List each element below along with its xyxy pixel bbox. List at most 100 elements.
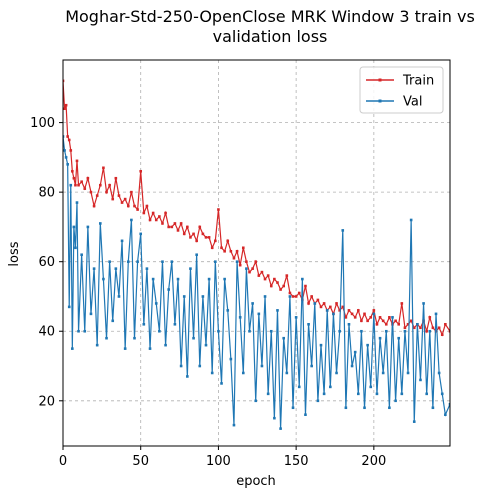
data-point bbox=[126, 204, 130, 208]
data-point bbox=[279, 427, 282, 430]
data-point bbox=[133, 336, 136, 340]
data-point bbox=[301, 277, 304, 281]
data-point bbox=[350, 312, 354, 316]
data-point bbox=[322, 302, 326, 305]
data-point bbox=[378, 336, 382, 340]
data-point bbox=[409, 319, 413, 323]
legend: Train Val bbox=[359, 66, 444, 114]
y-tick-label: 40 bbox=[38, 325, 55, 340]
data-point bbox=[260, 364, 264, 368]
data-point bbox=[145, 267, 149, 270]
data-point bbox=[403, 329, 407, 333]
data-point bbox=[204, 236, 208, 239]
data-point bbox=[74, 183, 77, 187]
data-point bbox=[363, 406, 366, 410]
data-point bbox=[72, 225, 76, 229]
data-point bbox=[66, 163, 69, 166]
data-point bbox=[92, 204, 96, 208]
data-point bbox=[223, 277, 226, 281]
data-point bbox=[77, 329, 80, 333]
data-point bbox=[409, 218, 413, 222]
data-point bbox=[75, 201, 79, 204]
data-point bbox=[210, 371, 214, 375]
data-point bbox=[154, 302, 158, 305]
data-point bbox=[67, 305, 71, 309]
data-point bbox=[136, 260, 139, 263]
legend-item-train: Train bbox=[366, 74, 434, 89]
data-point bbox=[92, 267, 96, 270]
data-point bbox=[263, 295, 267, 298]
data-point bbox=[89, 190, 93, 194]
data-point bbox=[440, 333, 444, 337]
data-point bbox=[397, 322, 401, 326]
data-point bbox=[307, 322, 310, 326]
data-point bbox=[381, 319, 385, 323]
data-point bbox=[329, 385, 332, 389]
data-point bbox=[80, 180, 83, 184]
data-point bbox=[192, 232, 195, 236]
data-point bbox=[316, 399, 320, 403]
data-point bbox=[285, 274, 289, 277]
data-point bbox=[111, 319, 115, 323]
series-line-train bbox=[63, 80, 450, 337]
data-point bbox=[294, 316, 298, 319]
data-point bbox=[384, 322, 388, 326]
data-point bbox=[448, 329, 450, 333]
data-point bbox=[86, 225, 90, 229]
data-point bbox=[369, 316, 373, 319]
data-point bbox=[86, 176, 90, 180]
data-point bbox=[372, 312, 376, 316]
data-point bbox=[416, 322, 419, 326]
x-tick-label: 150 bbox=[284, 454, 309, 469]
data-point bbox=[117, 194, 121, 197]
data-point bbox=[195, 253, 198, 257]
data-point bbox=[167, 288, 170, 291]
data-point bbox=[130, 218, 133, 222]
data-point bbox=[223, 249, 226, 253]
data-point bbox=[366, 343, 369, 347]
data-point bbox=[310, 295, 313, 298]
data-point bbox=[63, 107, 66, 110]
data-point bbox=[201, 232, 205, 236]
data-point bbox=[173, 222, 177, 225]
data-point bbox=[189, 236, 192, 239]
data-point bbox=[75, 159, 79, 163]
data-point bbox=[170, 260, 174, 263]
data-point bbox=[360, 319, 363, 323]
data-point bbox=[148, 347, 152, 350]
series-val bbox=[63, 135, 450, 430]
data-point bbox=[375, 322, 379, 326]
data-point bbox=[232, 256, 236, 260]
data-point bbox=[403, 326, 407, 330]
data-point bbox=[186, 375, 189, 378]
data-point bbox=[83, 187, 87, 190]
data-point bbox=[170, 225, 174, 229]
legend-marker bbox=[378, 99, 382, 103]
data-point bbox=[102, 166, 105, 170]
data-point bbox=[344, 316, 348, 319]
data-point bbox=[347, 309, 351, 312]
data-point bbox=[238, 316, 242, 319]
data-point bbox=[378, 316, 382, 319]
data-point bbox=[419, 378, 422, 382]
data-point bbox=[276, 309, 279, 312]
data-point bbox=[120, 239, 124, 243]
data-point bbox=[71, 347, 74, 350]
data-point bbox=[67, 138, 71, 142]
data-point bbox=[69, 149, 73, 152]
data-point bbox=[210, 246, 214, 250]
data-point bbox=[444, 322, 447, 326]
data-point bbox=[431, 326, 435, 330]
data-point bbox=[126, 260, 130, 263]
data-point bbox=[406, 322, 410, 326]
data-point bbox=[77, 183, 80, 187]
data-point bbox=[257, 312, 261, 316]
axis-ticks: 0 50 100 150 200 20 40 60 80 100 bbox=[30, 116, 386, 469]
data-point bbox=[139, 169, 143, 173]
data-point bbox=[111, 197, 115, 201]
series-layer bbox=[63, 79, 450, 430]
data-point bbox=[288, 295, 292, 298]
data-point bbox=[64, 156, 68, 159]
data-point bbox=[89, 312, 93, 316]
data-point bbox=[226, 309, 230, 312]
